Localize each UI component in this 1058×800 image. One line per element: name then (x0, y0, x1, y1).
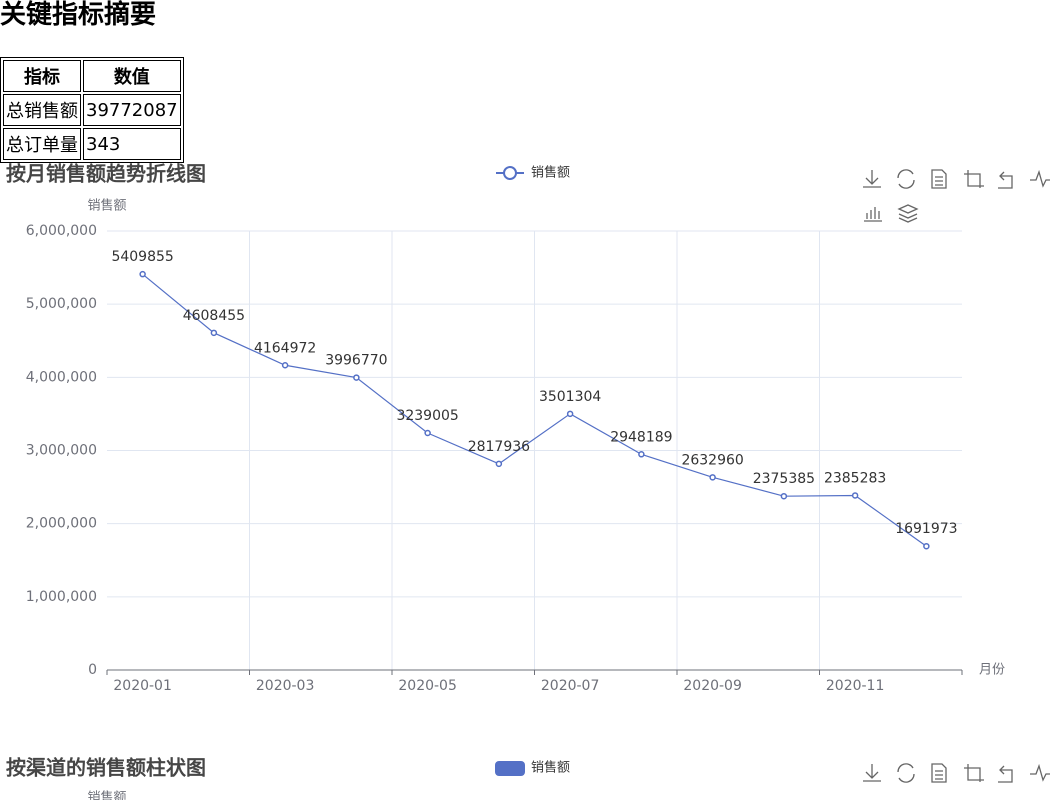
y-tick-label: 3,000,000 (26, 443, 97, 459)
toolbox-icon[interactable] (998, 171, 1013, 189)
point (210, 329, 218, 337)
data-label: 3239005 (396, 408, 458, 424)
toolbox-icon[interactable] (964, 764, 984, 782)
toolbox (863, 169, 1050, 783)
toolbox-icon[interactable] (897, 169, 915, 189)
cell: 343 (83, 128, 181, 160)
y-tick-label: 5,000,000 (26, 296, 97, 312)
y-axis-name: 销售额 (87, 198, 126, 214)
legend-marker[interactable] (503, 166, 517, 180)
toolbox-icon[interactable] (931, 169, 947, 189)
legend-marker[interactable] (495, 761, 525, 776)
cell: 总销售额 (3, 94, 81, 126)
summary-table: 指标 数值 总销售额 39772087 总订单量 343 (0, 57, 184, 163)
toolbox-icon[interactable] (964, 170, 984, 188)
x-tick-label: 2020-05 (398, 678, 457, 694)
toolbox-icon[interactable] (1030, 763, 1050, 782)
data-label: 2817936 (468, 439, 530, 455)
x-tick-label: 2020-07 (541, 678, 600, 694)
point (139, 270, 146, 278)
chart-title: 按月销售额趋势折线图 (6, 162, 206, 186)
page-title: 关键指标摘要 (0, 0, 157, 30)
data-label: 2375385 (753, 471, 815, 487)
y-tick-label: 1,000,000 (26, 589, 97, 605)
x-tick-label: 2020-03 (256, 678, 315, 694)
header-cell: 指标 (3, 60, 81, 92)
toolbox-icon[interactable] (863, 764, 881, 782)
point (638, 451, 645, 458)
data-label: 3996770 (325, 353, 387, 369)
point (780, 492, 788, 500)
data-label: 2948189 (610, 429, 672, 445)
point (495, 460, 503, 468)
y-tick-label: 0 (88, 662, 97, 678)
y-tick-label: 6,000,000 (26, 223, 97, 239)
toolbox-icon[interactable] (897, 763, 915, 783)
chart-title: 按渠道的销售额柱状图 (6, 756, 206, 780)
data-label: 1691973 (895, 521, 957, 537)
data-label: 4608455 (183, 308, 245, 324)
cell: 总订单量 (3, 128, 81, 160)
data-label: 5409855 (111, 249, 173, 265)
toolbox-icon[interactable] (998, 765, 1013, 783)
table-row: 总订单量 343 (3, 128, 181, 160)
x-tick-label: 2020-09 (683, 678, 742, 694)
legend-label[interactable]: 销售额 (531, 165, 570, 181)
data-label: 2385283 (824, 470, 886, 486)
table-header: 指标 数值 (3, 60, 181, 92)
data-label: 4164972 (254, 340, 316, 356)
point (709, 474, 716, 481)
toolbox-icon[interactable] (1030, 169, 1050, 188)
x-tick-label: 2020-11 (826, 678, 885, 694)
y-tick-label: 2,000,000 (26, 516, 97, 532)
toolbox-icon[interactable] (931, 763, 947, 783)
point (851, 492, 859, 499)
y-axis-name: 销售额 (87, 790, 126, 800)
data-label: 2632960 (681, 452, 743, 468)
x-tick-label: 2020-01 (113, 678, 172, 694)
line (142, 273, 927, 547)
point (424, 429, 431, 437)
header-cell: 数值 (83, 60, 181, 92)
point (281, 362, 289, 369)
toolbox-icon[interactable] (897, 204, 919, 223)
table-row: 总销售额 39772087 (3, 94, 181, 126)
data-label: 3501304 (539, 389, 601, 405)
point (353, 374, 360, 381)
toolbox-icon[interactable] (864, 207, 882, 222)
cell: 39772087 (83, 94, 181, 126)
point (566, 410, 574, 418)
y-tick-label: 4,000,000 (26, 369, 97, 385)
toolbox-icon[interactable] (863, 170, 881, 188)
x-axis-name: 月份 (979, 663, 1005, 678)
legend-label[interactable]: 销售额 (531, 760, 570, 776)
point (923, 542, 930, 550)
